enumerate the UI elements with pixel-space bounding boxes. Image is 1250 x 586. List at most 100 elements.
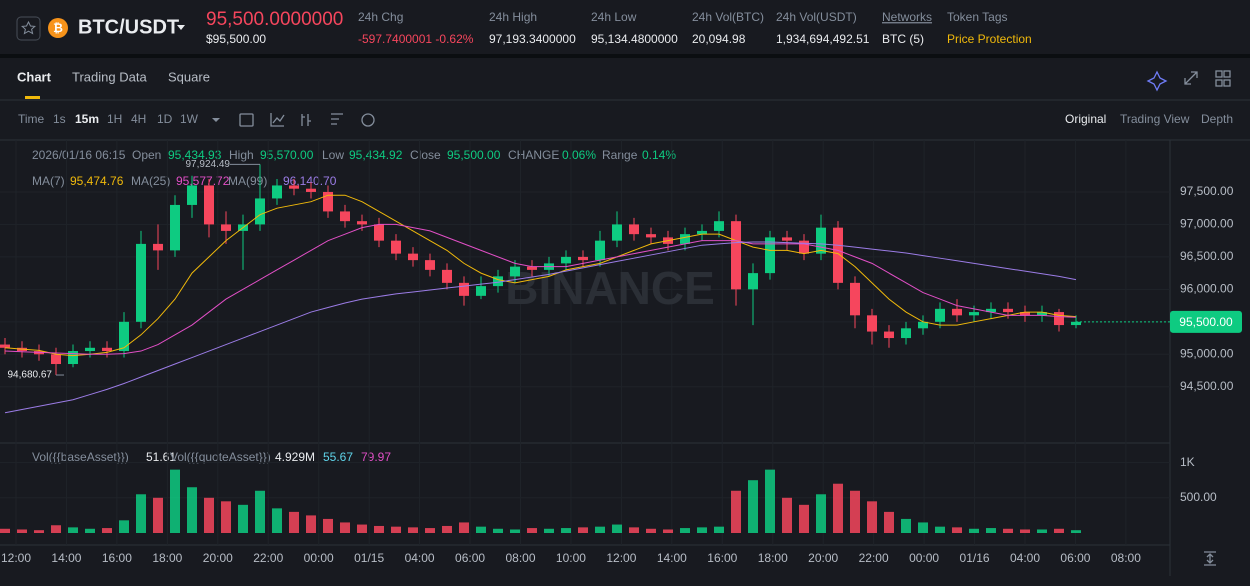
vol-legend-value: 4.929M	[275, 450, 315, 464]
ma-legend-label: MA(7)	[32, 174, 65, 188]
indicator-icon[interactable]	[270, 113, 285, 127]
interval[interactable]: 1s	[53, 112, 66, 126]
calendar-icon[interactable]	[239, 113, 254, 127]
ma-legend-value: 96,140.70	[283, 174, 337, 188]
candle-body	[357, 221, 367, 225]
volume-bar	[527, 528, 537, 533]
candle-body	[969, 312, 979, 316]
symbol-caret[interactable]	[177, 25, 185, 30]
favorite-button[interactable]	[16, 16, 41, 41]
layout-icon[interactable]	[1215, 79, 1223, 87]
layout-icon[interactable]	[1223, 70, 1231, 78]
volume-bar	[561, 528, 571, 533]
view-option[interactable]: Original	[1065, 112, 1106, 126]
volume-bar	[663, 529, 673, 533]
volume-bar	[578, 527, 588, 533]
candle-body	[578, 256, 588, 261]
volume-bar	[1054, 528, 1064, 533]
interval[interactable]: 1H	[107, 112, 122, 126]
volume-bar	[51, 525, 61, 533]
interval[interactable]: Time	[18, 112, 45, 126]
interval-caret[interactable]	[212, 118, 220, 122]
candle-body	[187, 185, 197, 205]
volume-bar	[714, 526, 724, 533]
candle-body	[1054, 312, 1064, 326]
candle-body	[697, 230, 707, 235]
settings-icon[interactable]	[361, 113, 375, 127]
candle-body	[476, 286, 486, 296]
interval[interactable]: 15m	[75, 112, 99, 126]
candle-body	[0, 344, 10, 348]
time-label: 16:00	[707, 551, 737, 565]
volume-bar	[1003, 528, 1013, 533]
candle-body	[493, 276, 503, 287]
volume-bar	[884, 511, 894, 533]
tab[interactable]: Square	[168, 69, 210, 84]
candle-body	[374, 224, 384, 241]
last-price-label: 95,500.00	[1179, 315, 1233, 329]
time-label: 18:00	[152, 551, 182, 565]
candle-body	[629, 224, 639, 235]
candle-body	[136, 243, 146, 322]
time-label: 14:00	[51, 551, 81, 565]
tab[interactable]: Chart	[17, 69, 52, 84]
layout-icon[interactable]	[1215, 70, 1223, 78]
time-label: 20:00	[203, 551, 233, 565]
time-label: 20:00	[808, 551, 838, 565]
candle-type-icon[interactable]	[301, 114, 311, 126]
candle-body	[1020, 312, 1030, 316]
candle-body	[442, 269, 452, 283]
time-label: 01/16	[960, 551, 990, 565]
candle-body	[527, 266, 537, 270]
volume-bar	[799, 504, 809, 533]
tab[interactable]: Trading Data	[72, 69, 147, 84]
candle-body	[306, 188, 316, 192]
y-tick-label: 96,000.00	[1180, 282, 1234, 296]
high-label: 97,924.49	[186, 159, 231, 170]
view-option[interactable]: Trading View	[1120, 112, 1190, 126]
candle-body	[714, 221, 724, 231]
y-tick-label: 95,000.00	[1180, 346, 1234, 360]
volume-bar	[391, 526, 401, 533]
candle-body	[833, 227, 843, 283]
volume-bar	[952, 527, 962, 533]
candle-body	[1003, 308, 1013, 313]
vol-legend-value: 51.61	[146, 450, 176, 464]
time-label: 10:00	[556, 551, 586, 565]
interval[interactable]: 1W	[180, 112, 199, 126]
candle-body	[510, 266, 520, 277]
volume-bar	[969, 528, 979, 533]
ma-legend-value: 95,577.72	[176, 174, 230, 188]
volume-bar	[357, 524, 367, 533]
symbol[interactable]: BTC/USDT	[78, 16, 179, 38]
vol-tick-label: 1K	[1180, 455, 1195, 469]
ma-line	[4, 223, 1077, 355]
time-label: 00:00	[304, 551, 334, 565]
candle-body	[85, 347, 95, 352]
stat-value: 1,934,694,492.51	[776, 32, 870, 46]
low-label: 94,680.67	[8, 370, 53, 381]
interval[interactable]: 4H	[131, 112, 146, 126]
volume-bar	[306, 515, 316, 533]
stat-label: Networks	[882, 10, 932, 24]
volume-bar	[459, 522, 469, 533]
settings-list-icon[interactable]	[331, 113, 343, 125]
view-option[interactable]: Depth	[1201, 112, 1233, 126]
ai-icon[interactable]	[1146, 70, 1168, 92]
star-icon	[21, 20, 36, 35]
legend-label: Open	[132, 148, 161, 162]
volume-bar	[1071, 530, 1081, 533]
candle-body	[561, 256, 571, 264]
candle-body	[986, 308, 996, 313]
time-label: 04:00	[405, 551, 435, 565]
btc-logo-glyph: ₿	[53, 21, 63, 35]
volume-bar	[697, 527, 707, 533]
scale-icon[interactable]	[1204, 551, 1216, 566]
candle-body	[272, 185, 282, 199]
interval[interactable]: 1D	[157, 112, 173, 126]
volume-bar	[918, 522, 928, 533]
expand-icon[interactable]	[1184, 71, 1198, 85]
candle-body	[935, 308, 945, 322]
candle-body	[340, 211, 350, 222]
layout-icon[interactable]	[1223, 79, 1231, 87]
